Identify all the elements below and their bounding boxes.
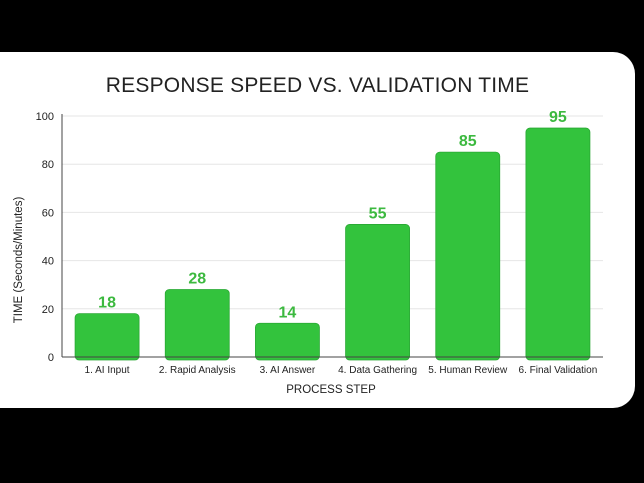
- bar: [74, 313, 140, 361]
- x-tick-label: 1. AI Input: [85, 365, 130, 376]
- bar-chart: 0 20 40 60 80 100 1. AI Input 2. Rapid Analysi…: [13, 109, 603, 396]
- bar: [435, 151, 501, 361]
- y-tick-label: 80: [42, 159, 54, 171]
- data-label: 14: [279, 304, 297, 321]
- bar: [164, 289, 230, 361]
- data-label: 18: [98, 295, 116, 312]
- bar: [525, 127, 591, 361]
- bars: [74, 127, 591, 361]
- y-tick-labels: 0 20 40 60 80 100: [36, 111, 54, 364]
- data-label: 85: [459, 133, 477, 150]
- chart-title: RESPONSE SPEED VS. VALIDATION TIME: [105, 74, 530, 97]
- y-tick-label: 20: [42, 304, 54, 316]
- y-tick-label: 100: [36, 111, 54, 123]
- x-tick-label: 6. Final Validation: [519, 365, 598, 376]
- bar: [255, 322, 320, 361]
- x-tick-labels: 1. AI Input 2. Rapid Analysis 3. AI Answer…: [85, 365, 598, 376]
- y-tick-label: 40: [42, 256, 54, 268]
- bar: [345, 224, 410, 361]
- data-label: 55: [369, 205, 387, 222]
- data-label: 95: [549, 109, 567, 126]
- data-labels: 18 28 14 55 85 95: [98, 109, 567, 321]
- x-tick-label: 3. AI Answer: [260, 365, 316, 376]
- x-tick-label: 5. Human Review: [428, 365, 508, 376]
- chart-card: RESPONSE SPEED VS. VALIDATION TIME 0 20 40…: [0, 52, 635, 408]
- x-axis-title: PROCESS STEP: [286, 384, 376, 396]
- y-axis-title: TIME (Seconds/Minutes): [13, 197, 25, 324]
- axes: [61, 114, 603, 358]
- grid-lines: [62, 115, 603, 310]
- x-tick-label: 2. Rapid Analysis: [159, 365, 236, 376]
- y-tick-label: 0: [48, 352, 54, 364]
- y-tick-label: 60: [42, 207, 54, 219]
- data-label: 28: [188, 271, 206, 288]
- x-tick-label: 4. Data Gathering: [338, 365, 417, 376]
